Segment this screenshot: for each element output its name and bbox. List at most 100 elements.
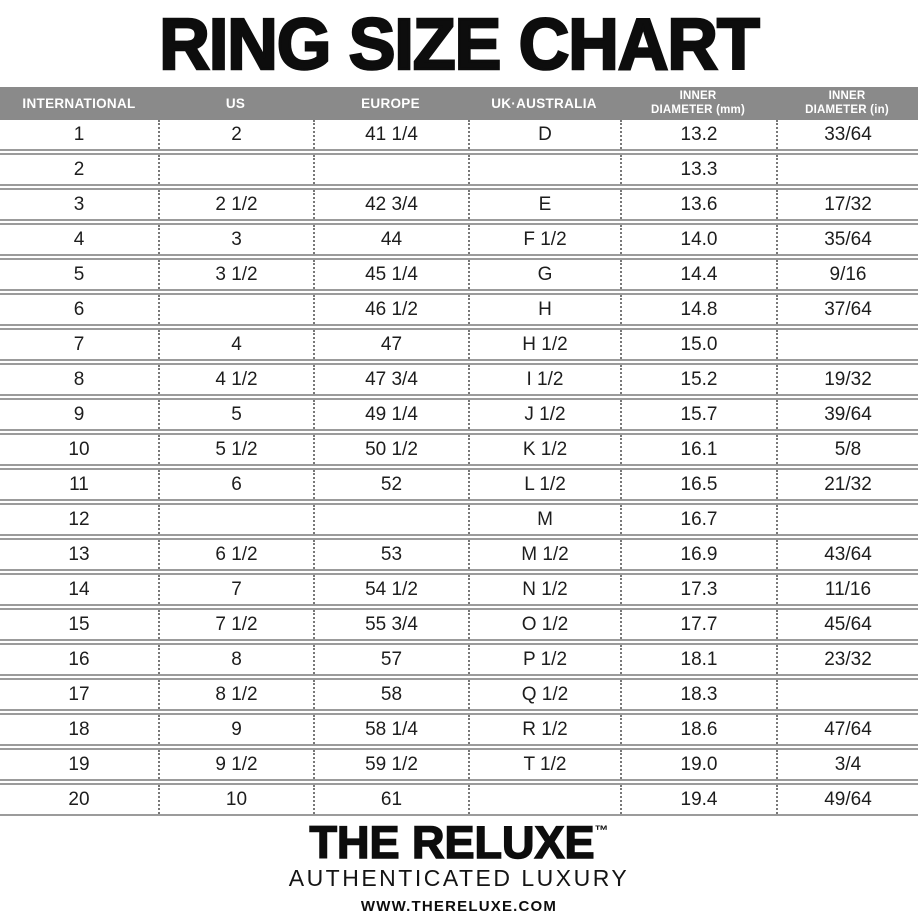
table-cell: 8 [73,369,85,390]
table-cell [776,155,918,184]
table-cell: 8 1/2 [158,680,313,709]
table-cell: 15.0 [620,330,776,359]
table-cell: 11/16 [776,575,918,604]
table-row: 17 8 1/2 58 Q 1/2 18.3 [0,678,918,711]
table-cell: 7 [73,334,85,355]
table-header-row: INTERNATIONAL US EUROPE UK·AUSTRALIA INN… [0,87,918,120]
table-cell: 19.0 [620,750,776,779]
table-cell: 23/32 [776,645,918,674]
table-cell: 15.2 [620,365,776,394]
table-cell: 12 [68,509,90,530]
table-cell: 46 1/2 [313,295,468,324]
table-cell: 16.9 [620,540,776,569]
column-header-inner-diameter-in: INNER DIAMETER (in) [805,90,889,116]
table-cell [468,785,620,814]
table-cell: K 1/2 [468,435,620,464]
table-cell: 61 [313,785,468,814]
table-cell: 59 1/2 [313,750,468,779]
table-cell: 16.1 [620,435,776,464]
table-row: 20 10 61 19.4 49/64 [0,783,918,816]
table-row: 18 9 58 1/4 R 1/2 18.6 47/64 [0,713,918,746]
table-cell: 4 1/2 [158,365,313,394]
table-cell: 47 [313,330,468,359]
table-cell: 13.6 [620,190,776,219]
table-row: 1 2 41 1/4 D 13.2 33/64 [0,120,918,151]
brand-line: THE RELUXE ™ [309,817,609,868]
table-cell: 54 1/2 [313,575,468,604]
table-cell: 50 1/2 [313,435,468,464]
table-cell: M 1/2 [468,540,620,569]
table-cell: Q 1/2 [468,680,620,709]
table-cell: 35/64 [776,225,918,254]
table-row: 12 M 16.7 [0,503,918,536]
table-row: 4 3 44 F 1/2 14.0 35/64 [0,223,918,256]
table-cell [776,680,918,709]
table-cell: 14.0 [620,225,776,254]
table-cell: 2 [73,159,85,180]
table-cell: 3 [73,194,85,215]
table-cell: 47 3/4 [313,365,468,394]
table-cell: N 1/2 [468,575,620,604]
table-cell: 37/64 [776,295,918,324]
table-cell: 2 1/2 [158,190,313,219]
table-cell: 58 [313,680,468,709]
table-cell [313,505,468,534]
table-cell: 44 [313,225,468,254]
table-cell: L 1/2 [468,470,620,499]
footer-branding: THE RELUXE ™ AUTHENTICATED LUXURY WWW.TH… [0,818,918,918]
table-cell: 5 [73,264,85,285]
table-cell: 21/32 [776,470,918,499]
table-cell: 57 [313,645,468,674]
table-cell: 7 1/2 [158,610,313,639]
table-cell: 13 [68,544,90,565]
trademark-symbol: ™ [594,822,609,838]
table-cell: 3/4 [776,750,918,779]
brand-name: THE RELUXE [309,817,596,868]
table-row: 5 3 1/2 45 1/4 G 14.4 9/16 [0,258,918,291]
table-cell: H [468,295,620,324]
table-cell: 17 [68,684,90,705]
table-cell [158,505,313,534]
table-cell: 2 [158,120,313,149]
table-cell: 5/8 [776,435,918,464]
table-cell: O 1/2 [468,610,620,639]
table-row: 10 5 1/2 50 1/2 K 1/2 16.1 5/8 [0,433,918,466]
table-cell: E [468,190,620,219]
table-row: 13 6 1/2 53 M 1/2 16.9 43/64 [0,538,918,571]
table-cell: R 1/2 [468,715,620,744]
table-cell: T 1/2 [468,750,620,779]
table-row: 3 2 1/2 42 3/4 E 13.6 17/32 [0,188,918,221]
table-cell: 6 1/2 [158,540,313,569]
table-row: 15 7 1/2 55 3/4 O 1/2 17.7 45/64 [0,608,918,641]
table-cell: 14 [68,579,90,600]
table-cell: 6 [158,470,313,499]
table-cell: 17.3 [620,575,776,604]
table-cell: 1 [73,124,85,145]
table-body: 1 2 41 1/4 D 13.2 33/64 2 13.3 3 2 1/2 42 3/4 E 13.6… [0,120,918,818]
table-cell: 18.3 [620,680,776,709]
table-cell: 45/64 [776,610,918,639]
table-cell: 42 3/4 [313,190,468,219]
table-cell: 6 [73,299,85,320]
table-cell: 33/64 [776,120,918,149]
table-cell: 39/64 [776,400,918,429]
table-row: 11 6 52 L 1/2 16.5 21/32 [0,468,918,501]
brand-tagline: AUTHENTICATED LUXURY [288,865,630,891]
table-cell: 7 [158,575,313,604]
table-cell: 18 [68,719,90,740]
table-cell: 11 [69,474,89,495]
table-cell: 19/32 [776,365,918,394]
table-row: 9 5 49 1/4 J 1/2 15.7 39/64 [0,398,918,431]
table-cell: 17/32 [776,190,918,219]
table-row: 2 13.3 [0,153,918,186]
table-cell: 45 1/4 [313,260,468,289]
page-title: RING SIZE CHART [158,2,761,86]
column-header-us: US [225,95,246,111]
table-cell: 52 [313,470,468,499]
table-row: 19 9 1/2 59 1/2 T 1/2 19.0 3/4 [0,748,918,781]
table-cell [468,155,620,184]
table-row: 16 8 57 P 1/2 18.1 23/32 [0,643,918,676]
table-cell: 9 1/2 [158,750,313,779]
table-cell: 53 [313,540,468,569]
